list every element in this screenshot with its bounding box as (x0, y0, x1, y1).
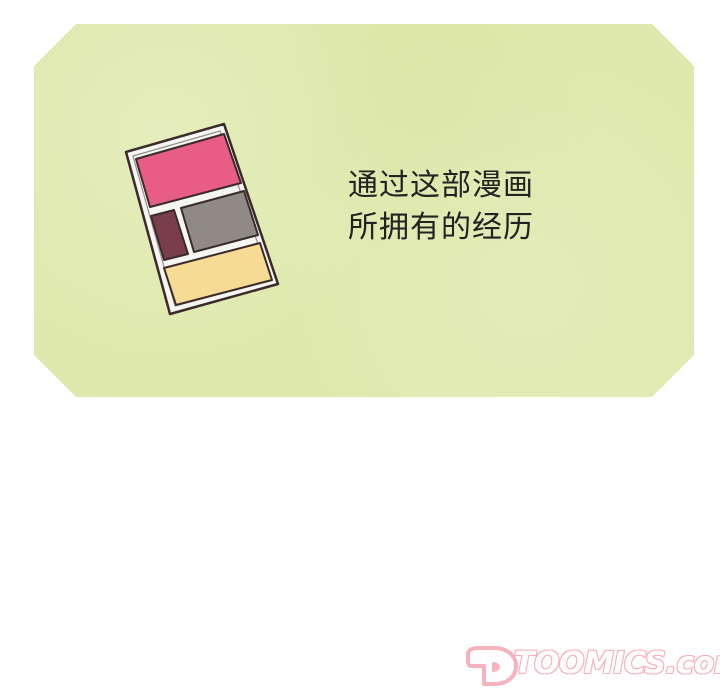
yellow-pan (163, 242, 273, 306)
pink-pan (135, 133, 242, 208)
panel-caption: 通过这部漫画 所拥有的经历 (348, 165, 608, 249)
grey-pan (180, 190, 259, 253)
plum-pan (150, 209, 189, 261)
eyeshadow-palette-icon (124, 122, 280, 316)
caption-line-1: 通过这部漫画 (348, 168, 534, 203)
toomics-logo-icon (466, 646, 518, 686)
toomics-watermark: TOOMICS.com (462, 644, 720, 692)
watermark-text: TOOMICS.com (513, 645, 720, 682)
caption-line-2: 所拥有的经历 (348, 210, 534, 245)
comic-panel (34, 24, 694, 397)
